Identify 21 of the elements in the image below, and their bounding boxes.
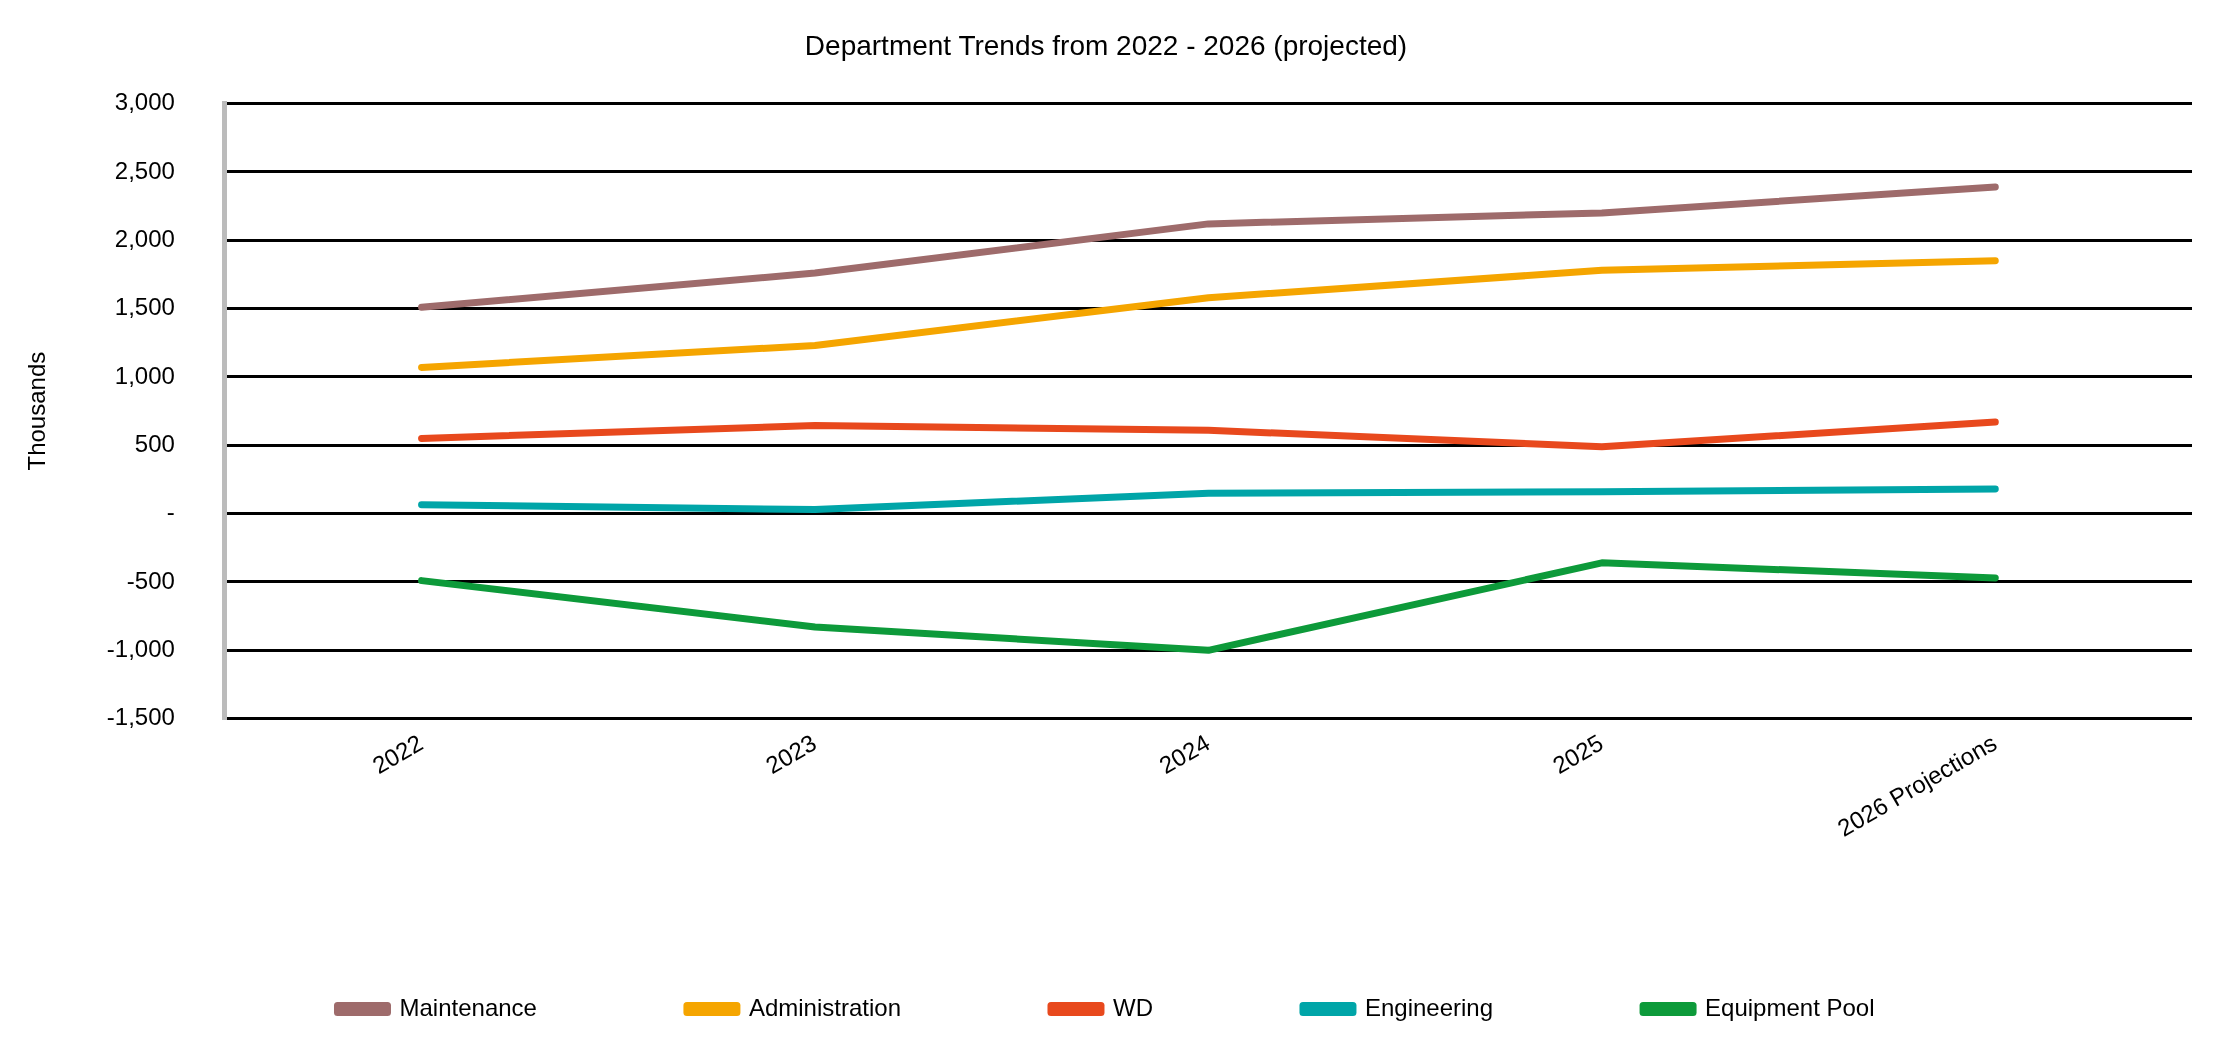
x-tick-label: 2022: [367, 728, 428, 779]
y-tick-label: 1,500: [114, 293, 175, 321]
legend-label: Engineering: [1364, 993, 1494, 1021]
y-axis-title: Thousands: [23, 351, 51, 471]
x-tick-label: 2024: [1154, 728, 1215, 779]
y-tick-label: 2,500: [114, 156, 175, 184]
legend-label: WD: [1112, 993, 1153, 1021]
chart-title: Department Trends from 2022 - 2026 (projected): [804, 29, 1408, 61]
y-tick-label: -1,500: [106, 703, 175, 731]
y-tick-label: 3,000: [114, 88, 175, 116]
legend-label: Administration: [748, 993, 901, 1021]
legend-label: Maintenance: [399, 993, 537, 1021]
x-tick-label: 2025: [1547, 728, 1608, 779]
legend-label: Equipment Pool: [1705, 993, 1875, 1021]
y-tick-label: -500: [126, 566, 175, 594]
x-tick-label: 2023: [761, 728, 821, 779]
y-tick-label: -1,000: [106, 634, 175, 662]
y-tick-label: 500: [134, 429, 175, 457]
y-tick-label: -: [166, 498, 175, 526]
y-tick-label: 1,000: [114, 361, 175, 389]
y-tick-label: 2,000: [114, 224, 175, 252]
